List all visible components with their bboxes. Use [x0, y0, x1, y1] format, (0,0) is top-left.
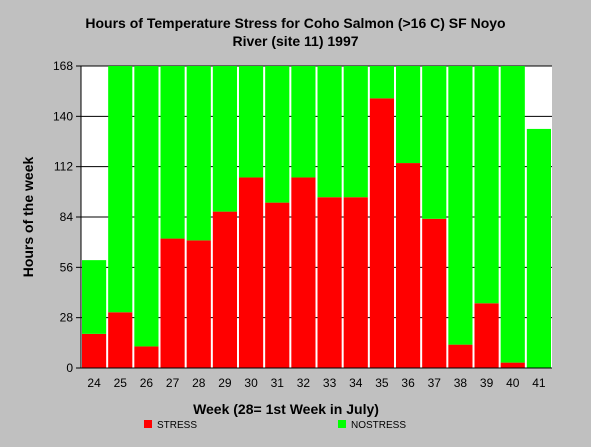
bar-nostress-25	[108, 66, 133, 313]
bar-stress-31	[265, 202, 290, 368]
legend-swatch-nostress	[338, 420, 346, 428]
bar-nostress-34	[343, 66, 368, 198]
y-tick-label: 140	[53, 109, 73, 123]
x-axis-label: Week (28= 1st Week in July)	[193, 401, 379, 417]
y-tick-label: 56	[60, 260, 74, 274]
x-tick-label: 25	[114, 376, 128, 390]
bar-stress-26	[134, 346, 159, 368]
x-tick-label: 31	[271, 376, 285, 390]
bar-stress-38	[448, 344, 473, 368]
bar-nostress-38	[448, 66, 473, 345]
bar-nostress-29	[212, 66, 237, 212]
bar-stress-34	[343, 197, 368, 368]
bar-stress-32	[291, 177, 316, 368]
x-tick-label: 39	[480, 376, 494, 390]
chart-title-line-1: Hours of Temperature Stress for Coho Sal…	[85, 15, 506, 31]
bar-stress-24	[82, 333, 107, 368]
bar-stress-39	[474, 303, 499, 368]
x-tick-label: 40	[506, 376, 520, 390]
bar-stress-28	[186, 240, 211, 368]
bar-nostress-30	[239, 66, 264, 178]
x-tick-label: 30	[244, 376, 258, 390]
bar-nostress-26	[134, 66, 159, 347]
y-axis-label: Hours of the week	[20, 157, 36, 278]
x-tick-label: 27	[166, 376, 180, 390]
legend-label-stress: STRESS	[157, 420, 197, 431]
x-tick-label: 29	[218, 376, 232, 390]
bar-nostress-35	[369, 66, 394, 99]
x-tick-label: 36	[401, 376, 415, 390]
x-tick-label: 34	[349, 376, 363, 390]
bar-stress-35	[369, 98, 394, 368]
bar-nostress-37	[422, 66, 447, 219]
y-tick-label: 84	[60, 210, 74, 224]
x-tick-label: 33	[323, 376, 337, 390]
bar-nostress-27	[160, 66, 185, 239]
bar-nostress-24	[82, 260, 107, 334]
chart-title-line-2: River (site 11) 1997	[232, 33, 359, 49]
bar-nostress-36	[396, 66, 421, 164]
y-tick-label: 112	[54, 160, 73, 174]
legend-swatch-stress	[144, 420, 152, 428]
y-tick-label: 0	[66, 361, 73, 375]
bar-nostress-33	[317, 66, 342, 198]
x-tick-label: 32	[297, 376, 311, 390]
bar-nostress-31	[265, 66, 290, 203]
x-tick-label: 38	[454, 376, 468, 390]
bar-stress-25	[108, 312, 133, 368]
y-tick-label: 28	[60, 311, 74, 325]
bar-stress-40	[500, 362, 525, 368]
x-tick-label: 28	[192, 376, 206, 390]
bar-nostress-28	[186, 66, 211, 241]
bar-stress-29	[212, 211, 237, 368]
bar-stress-27	[160, 238, 185, 368]
x-tick-label: 35	[375, 376, 389, 390]
bar-nostress-32	[291, 66, 316, 178]
bar-nostress-39	[474, 66, 499, 304]
bar-nostress-41	[526, 128, 551, 368]
bar-stress-33	[317, 197, 342, 368]
bar-stress-30	[239, 177, 264, 368]
x-tick-label: 37	[428, 376, 442, 390]
x-tick-label: 41	[532, 376, 546, 390]
legend-label-nostress: NOSTRESS	[351, 420, 406, 431]
x-tick-label: 24	[87, 376, 101, 390]
bar-stress-36	[396, 163, 421, 368]
bar-nostress-40	[500, 66, 525, 363]
x-tick-label: 26	[140, 376, 154, 390]
y-tick-label: 168	[53, 59, 73, 73]
bar-stress-37	[422, 218, 447, 368]
